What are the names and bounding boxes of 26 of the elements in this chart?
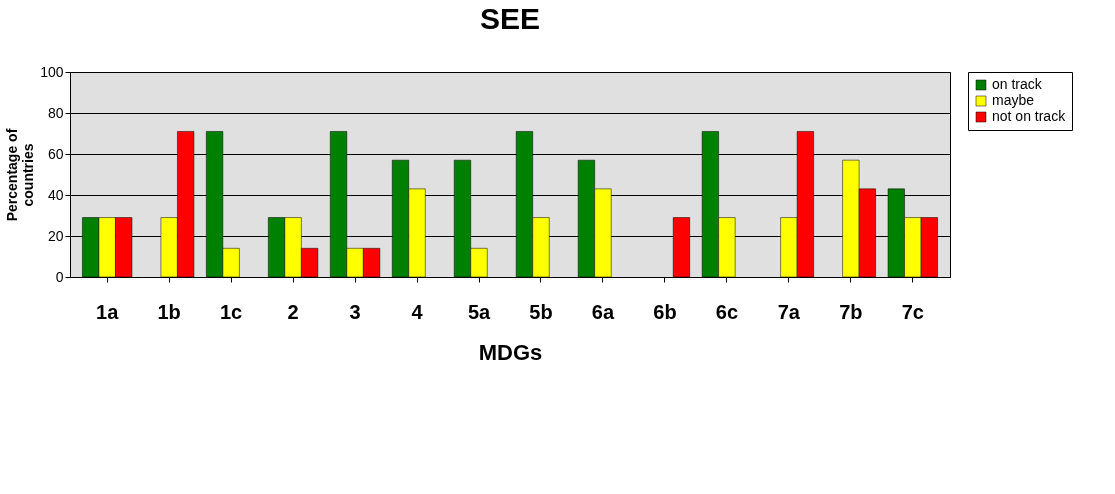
legend-label: on track (992, 76, 1043, 92)
x-tick-label: 7b (839, 300, 863, 323)
y-tick-label: 0 (55, 268, 64, 285)
x-tick-label: 6a (591, 300, 615, 323)
legend-label: not on track (992, 108, 1067, 124)
x-tick-label: 5b (529, 300, 553, 323)
legend-label: maybe (992, 92, 1035, 108)
y-tick-label: 20 (47, 227, 64, 244)
x-axis-title: MDGs (478, 339, 543, 365)
chart-title: SEE (479, 2, 541, 35)
x-tick-label: 6b (653, 300, 677, 323)
y-tick-label: 40 (47, 186, 64, 203)
x-tick-label: 1b (157, 300, 181, 323)
x-tick-label: 7a (777, 300, 801, 323)
x-tick-label: 5a (467, 300, 492, 323)
x-tick-label: 1a (96, 300, 120, 323)
y-tick-label: 80 (47, 104, 64, 121)
y-tick-label: 60 (47, 145, 64, 162)
y-tick-label: 100 (40, 63, 64, 80)
x-tick-label: 1c (220, 300, 243, 323)
y-axis-title: Percentage of countries (4, 128, 37, 222)
x-tick-label: 3 (349, 300, 361, 323)
x-tick-label: 6c (715, 300, 739, 323)
x-tick-label: 2 (287, 300, 299, 323)
x-tick-label: 4 (411, 300, 424, 323)
x-tick-label: 7c (901, 300, 924, 323)
